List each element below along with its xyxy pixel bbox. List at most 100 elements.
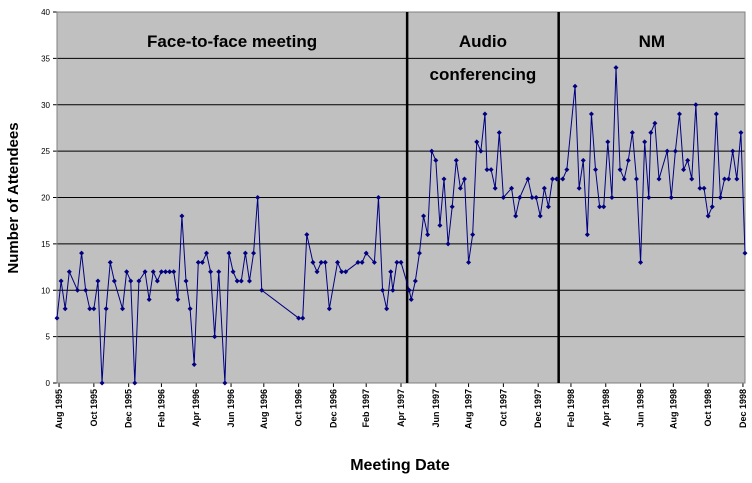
x-tick-label: Apr 1996 (191, 389, 201, 427)
point-marker (226, 250, 232, 256)
point-marker (375, 195, 381, 200)
point-marker (646, 195, 652, 200)
point-marker (398, 259, 404, 265)
point-marker (533, 195, 539, 200)
point-marker (580, 157, 586, 163)
point-marker (380, 287, 386, 293)
point-marker (648, 130, 654, 136)
y-tick-label: 10 (41, 286, 50, 295)
point-marker (593, 167, 599, 173)
point-marker (111, 278, 117, 284)
point-marker (517, 195, 523, 200)
x-tick-label: Aug 1996 (259, 389, 269, 429)
point-marker (572, 83, 578, 89)
point-marker (304, 232, 310, 238)
point-marker (322, 259, 328, 265)
y-tick-label: 15 (41, 240, 50, 249)
point-marker (656, 176, 662, 182)
point-marker (179, 213, 185, 219)
point-marker (705, 213, 711, 219)
x-tick-label: Aug 1998 (668, 389, 678, 429)
point-marker (605, 139, 611, 145)
plot-border (56, 11, 746, 384)
point-marker (726, 176, 732, 182)
point-marker (554, 176, 560, 182)
point-marker (359, 259, 365, 265)
point-marker (642, 139, 648, 145)
point-marker (529, 195, 535, 200)
point-marker (212, 334, 218, 340)
x-tick-label: Feb 1996 (156, 389, 166, 428)
x-tick-label: Aug 1997 (464, 389, 474, 429)
point-marker (363, 250, 369, 256)
point-marker (335, 259, 341, 265)
point-marker (230, 269, 236, 275)
point-marker (633, 176, 639, 182)
point-marker (425, 232, 431, 238)
point-marker (343, 269, 349, 275)
point-marker (216, 269, 222, 275)
point-marker (638, 259, 644, 265)
point-marker (136, 278, 142, 284)
point-marker (492, 185, 498, 191)
point-marker (470, 232, 476, 238)
point-marker (717, 195, 723, 200)
point-marker (203, 250, 209, 256)
y-axis-title: Number of Attendees (5, 122, 22, 273)
point-marker (709, 204, 715, 210)
y-tick-label: 35 (41, 54, 50, 63)
point-marker (421, 213, 427, 219)
point-marker (738, 130, 744, 136)
point-marker (154, 278, 160, 284)
point-marker (433, 157, 439, 163)
point-marker (103, 306, 109, 312)
x-tick-label: Oct 1998 (703, 389, 713, 427)
point-marker (588, 111, 594, 117)
point-marker (54, 315, 60, 321)
point-marker (609, 195, 615, 200)
point-marker (120, 306, 126, 312)
point-marker (525, 176, 531, 182)
point-marker (74, 287, 80, 293)
point-marker (693, 102, 699, 108)
point-marker (621, 176, 627, 182)
point-marker (128, 278, 134, 284)
point-marker (124, 269, 130, 275)
x-tick-label: Dec 1996 (328, 389, 338, 428)
point-marker (371, 259, 377, 265)
point-marker (339, 269, 345, 275)
point-marker (259, 287, 265, 293)
point-marker (734, 176, 740, 182)
point-marker (513, 213, 519, 219)
point-marker (509, 185, 515, 191)
x-tick-label: Feb 1998 (566, 389, 576, 428)
point-marker (722, 176, 728, 182)
point-marker (564, 167, 570, 173)
point-marker (652, 120, 658, 126)
x-tick-label: Jun 1998 (636, 389, 646, 428)
x-axis-title: Meeting Date (350, 457, 450, 474)
point-marker (394, 259, 400, 265)
point-marker (541, 185, 547, 191)
point-marker (441, 176, 447, 182)
point-marker (158, 269, 164, 275)
point-marker (83, 287, 89, 293)
point-marker (713, 111, 719, 117)
x-tick-label: Apr 1997 (396, 389, 406, 427)
point-marker (384, 306, 390, 312)
point-marker (191, 361, 197, 367)
point-marker (222, 380, 228, 386)
point-marker (142, 269, 148, 275)
point-marker (601, 204, 607, 210)
point-marker (310, 259, 316, 265)
point-marker (474, 139, 480, 145)
phase-label: Audio (459, 32, 507, 51)
point-marker (132, 380, 138, 386)
y-tick-label: 0 (46, 379, 51, 388)
point-marker (681, 167, 687, 173)
y-tick-label: 40 (41, 8, 50, 17)
x-tick-label: Jun 1997 (431, 389, 441, 428)
phase-label: NM (639, 32, 665, 51)
point-marker (318, 259, 324, 265)
